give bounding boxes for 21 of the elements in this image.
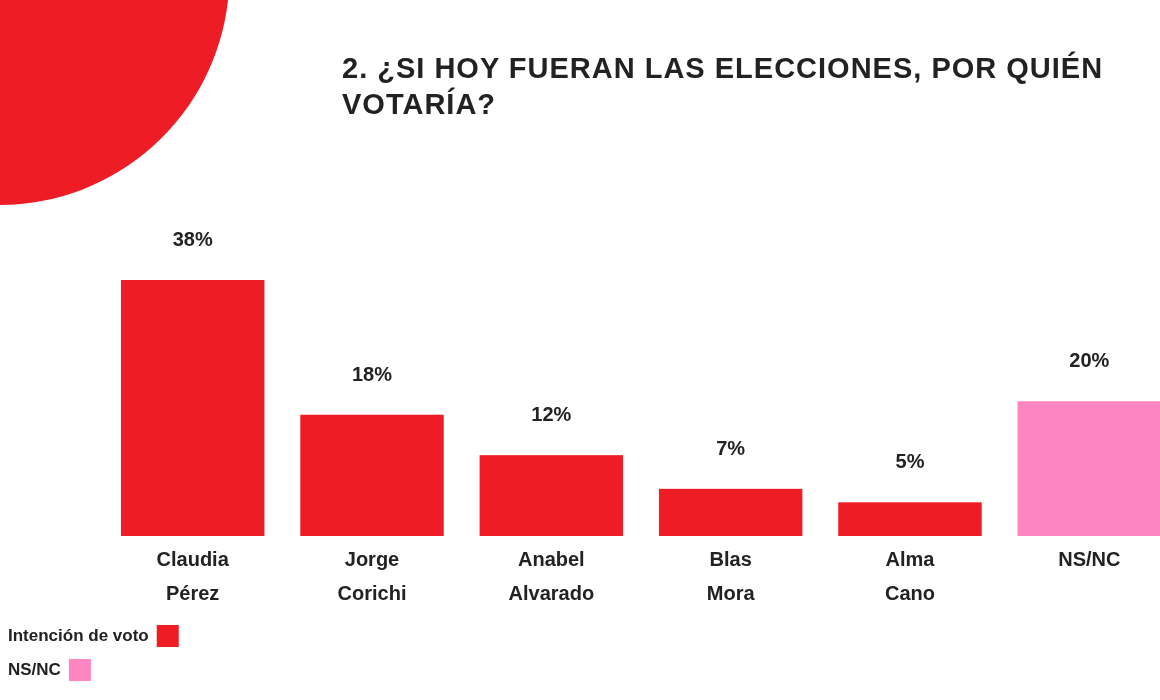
data-label: 18%	[352, 362, 393, 385]
x-tick-label: Anabel Alvarado	[508, 548, 595, 604]
data-label: 20%	[1069, 349, 1110, 372]
bar	[300, 414, 444, 536]
legend-label: Intención de voto	[8, 626, 149, 645]
bar	[658, 488, 803, 536]
bar	[838, 502, 982, 536]
chart-title: 2. ¿SI HOY FUERAN LAS ELECCIONES, POR QUIÉN VOTARÍA?	[342, 51, 1104, 120]
data-label: 5%	[895, 450, 925, 473]
x-tick-label: Jorge Corichi	[337, 548, 407, 604]
x-tick-label: Alma Cano	[884, 548, 936, 604]
x-tick-label: NS/NC	[1058, 548, 1121, 570]
x-tick-label: Blas Mora	[706, 548, 756, 604]
bar	[1017, 401, 1160, 536]
data-label: 38%	[172, 228, 213, 250]
legend-label: NS/NC	[8, 660, 61, 679]
bar	[120, 280, 265, 536]
bar	[479, 455, 624, 536]
data-label: 12%	[531, 403, 572, 426]
data-label: 7%	[716, 436, 746, 459]
x-tick-label: Claudia Pérez	[156, 548, 230, 604]
